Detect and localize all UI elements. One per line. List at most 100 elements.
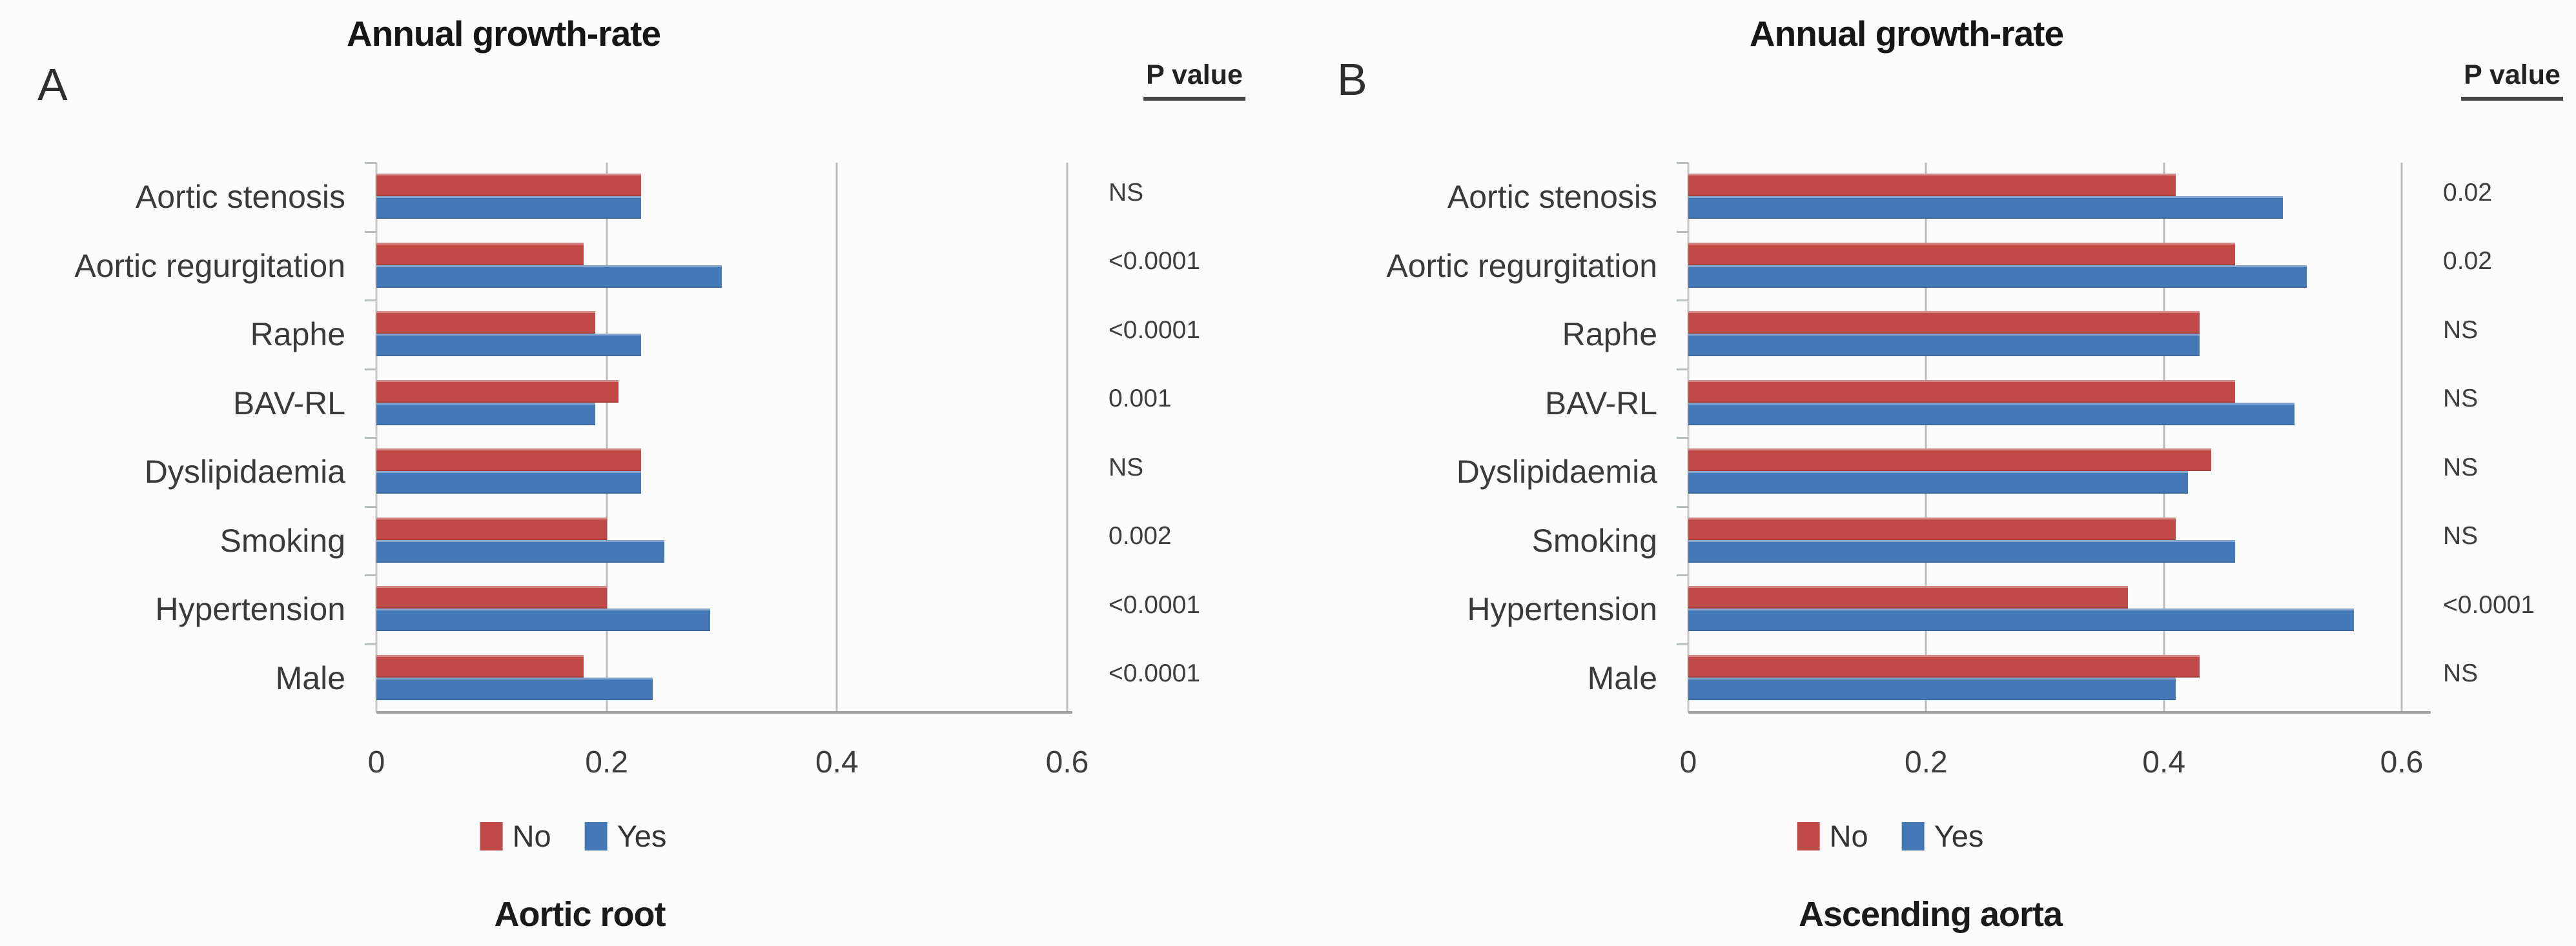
y-axis-line [375,163,378,712]
bar-yes [376,677,653,700]
p-value: <0.0001 [1109,316,1201,344]
category-row: BAV-RL NS [1545,368,2478,438]
p-value: NS [2443,316,2479,344]
bar-yes [376,402,595,425]
category-label: Dyslipidaemia [144,454,345,490]
gridline [606,163,608,712]
p-value: <0.0001 [1109,590,1201,619]
category-row: Aortic regurgitation 0.02 [1386,230,2492,301]
axis-region-label: Aortic root [494,895,666,934]
bar-yes [1688,609,2355,631]
bar-no [1688,448,2212,471]
category-row: Aortic stenosis 0.02 [1447,162,2492,232]
x-tick-label: 0.2 [1904,745,1948,780]
bar-no [1688,311,2200,334]
bar-yes [1688,402,2295,425]
plot-area: Aortic stenosis 0.02 Aortic regurgitation 0… [1386,162,2535,780]
bar-yes [376,609,711,631]
x-tick-label: 0.6 [1045,745,1089,780]
category-row: Aortic stenosis NS [136,162,1143,232]
x-tick-label: 0.2 [585,745,629,780]
category-row: Male <0.0001 [276,643,1200,713]
p-value: NS [2443,522,2479,550]
x-tick-label: 0 [367,745,385,780]
category-label: Aortic regurgitation [74,247,345,284]
category-row: Hypertension <0.0001 [155,574,1200,644]
category-row: Male NS [1588,643,2478,713]
bar-no [1688,654,2200,678]
category-label: Aortic regurgitation [1386,247,1657,284]
category-row: Dyslipidaemia NS [145,437,1143,507]
category-label: Raphe [250,316,345,353]
bar-yes [376,471,642,494]
bar-no [1688,174,2176,196]
legend-swatch-yes [1901,821,1925,850]
category-label: Smoking [220,522,345,559]
x-axis-labels: 0 0.2 0.4 0.6 [368,745,1089,783]
category-row: Smoking 0.002 [220,505,1172,576]
pvalue-column-header: P value [1143,59,1245,101]
category-label: Hypertension [155,591,345,628]
bar-no [376,174,642,196]
bar-yes [1688,677,2176,700]
x-axis-labels: 0 0.2 0.4 0.6 [1680,745,2424,783]
category-row: Hypertension <0.0001 [1467,574,2535,644]
category-row: Smoking NS [1531,505,2478,576]
bar-no [1688,586,2129,609]
gridlines [1687,163,2403,712]
legend-item-no: No [480,818,551,854]
bar-yes [376,196,642,219]
legend-label-yes: Yes [1934,819,1984,853]
bar-no [376,586,607,609]
category-label: Raphe [1562,316,1657,353]
category-label: Smoking [1531,522,1657,559]
category-label: Hypertension [1467,591,1657,628]
rows: Aortic stenosis 0.02 Aortic regurgitation 0… [1386,162,2535,713]
x-tick-label: 0.4 [815,745,859,780]
plot-area: Aortic stenosis NS Aortic regurgitation <0.… [74,162,1200,780]
category-label: Aortic stenosis [1447,179,1657,216]
category-label: BAV-RL [232,385,345,421]
category-row: BAV-RL 0.001 [233,368,1172,438]
bar-no [376,517,607,540]
bar-no [1688,379,2236,403]
p-value: 0.001 [1109,385,1172,413]
category-label: Male [1587,659,1657,696]
legend-swatch-no [1797,821,1820,850]
category-label: Dyslipidaemia [1456,454,1657,490]
bar-no [376,311,595,334]
gridlines [375,163,1068,712]
gridline [1066,163,1068,712]
category-label: Aortic stenosis [135,179,345,216]
category-row: Aortic regurgitation <0.0001 [74,230,1200,301]
legend: No Yes [1797,818,1984,854]
p-value: 0.02 [2443,247,2492,276]
gridline [1925,163,1927,712]
axis-region-label: Ascending aorta [1798,895,2063,934]
rows: Aortic stenosis NS Aortic regurgitation <0.… [74,162,1200,713]
bar-no [376,379,618,403]
bar-yes [376,265,722,288]
gridline [835,163,838,712]
p-value: <0.0001 [1109,659,1201,688]
p-value: 0.02 [2443,178,2492,206]
panel-label: B [1337,54,1367,105]
bar-yes [376,334,642,356]
chart-title: Annual growth-rate [346,14,661,54]
legend-item-yes: Yes [1901,818,1984,854]
legend-item-yes: Yes [584,818,666,854]
gridline [2163,163,2165,712]
x-axis-line [1688,711,2431,714]
bar-yes [1688,539,2236,563]
legend-swatch-no [480,821,503,850]
category-label: BAV-RL [1544,385,1657,421]
x-tick-label: 0 [1679,745,1697,780]
bar-yes [1688,471,2188,494]
x-tick-label: 0.6 [2380,745,2424,780]
bar-no [376,654,584,678]
bar-yes [376,539,664,563]
x-axis-line [376,711,1072,714]
p-value: 0.002 [1109,522,1172,550]
category-label: Male [275,659,345,696]
p-value: NS [1109,178,1144,206]
